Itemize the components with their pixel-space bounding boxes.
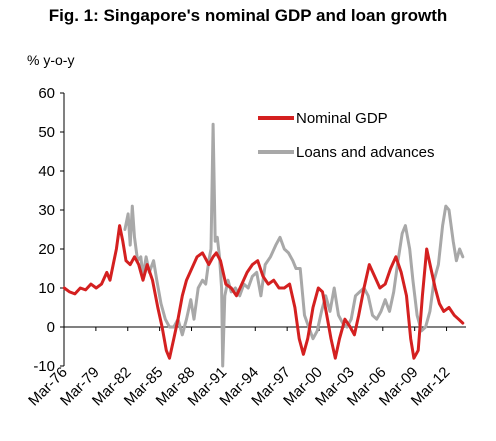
series-line-loans-and-advances bbox=[123, 122, 465, 368]
y-tick-label: -10 bbox=[33, 358, 55, 375]
legend: Nominal GDP Loans and advances bbox=[258, 110, 434, 161]
y-axis-unit-label: % y-o-y bbox=[27, 52, 75, 68]
chart-title: Fig. 1: Singapore's nominal GDP and loan… bbox=[48, 6, 448, 25]
legend-label: Nominal GDP bbox=[296, 110, 388, 127]
legend-label: Loans and advances bbox=[296, 144, 434, 161]
y-tick-label: 60 bbox=[38, 85, 55, 102]
y-tick-label: 0 bbox=[47, 319, 55, 336]
y-tick-label: 20 bbox=[38, 241, 55, 258]
y-tick-label: 40 bbox=[38, 163, 55, 180]
y-tick-label: 50 bbox=[38, 124, 55, 141]
y-tick-label: 30 bbox=[38, 202, 55, 219]
series-layer bbox=[62, 122, 465, 368]
y-tick-label: 10 bbox=[38, 280, 55, 297]
series-line-nominal-gdp bbox=[62, 224, 465, 360]
